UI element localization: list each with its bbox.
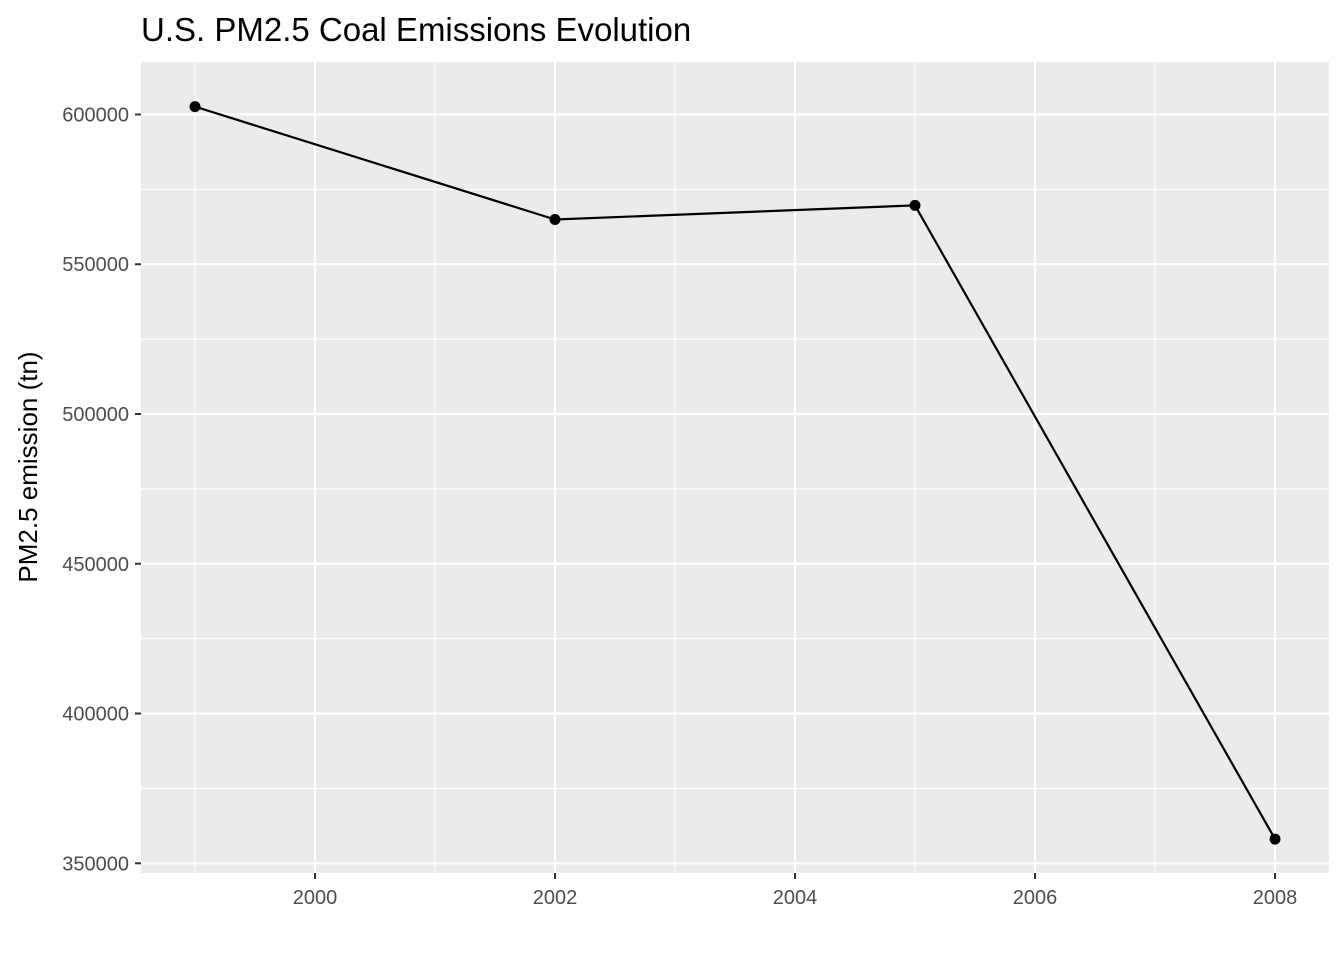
grid-lines (141, 62, 1329, 873)
plot-panel (141, 62, 1329, 873)
series-line (194, 105, 1276, 840)
axis-ticks (135, 113, 1276, 879)
y-axis-title: PM2.5 emission (tn) (13, 351, 43, 582)
x-tick-label: 2008 (1253, 887, 1298, 909)
x-tick-label: 2002 (533, 887, 578, 909)
data-point (1269, 833, 1281, 845)
y-tick-label: 500000 (62, 404, 129, 426)
x-tick-label: 2006 (1013, 887, 1058, 909)
y-axis-tick-labels: 350000 400000 450000 500000 550000 600000 (62, 104, 129, 875)
data-point (909, 199, 921, 211)
x-tick-label: 2004 (773, 887, 818, 909)
series-layer (189, 101, 1281, 845)
y-tick-label: 400000 (62, 704, 129, 726)
x-axis-tick-labels: 2000 2002 2004 2006 2008 (293, 887, 1298, 909)
chart-title: U.S. PM2.5 Coal Emissions Evolution (141, 11, 691, 48)
data-point (189, 101, 201, 113)
x-tick-label: 2000 (293, 887, 338, 909)
y-tick-label: 450000 (62, 554, 129, 576)
y-tick-label: 550000 (62, 254, 129, 276)
y-tick-label: 600000 (62, 104, 129, 126)
data-point (549, 214, 561, 226)
y-tick-label: 350000 (62, 853, 129, 875)
